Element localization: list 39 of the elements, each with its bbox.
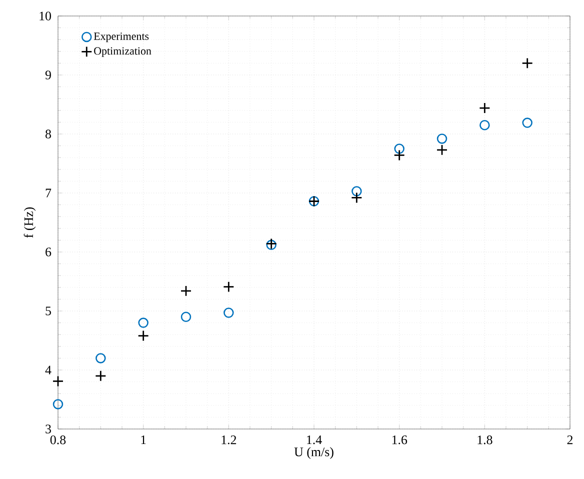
point bbox=[350, 192, 362, 204]
point bbox=[138, 318, 148, 328]
point bbox=[180, 285, 192, 297]
y-tick-label: 6 bbox=[46, 248, 52, 256]
x-tick-label: 2 bbox=[567, 436, 573, 444]
point bbox=[522, 58, 534, 69]
point bbox=[224, 308, 234, 318]
x-tick-label: 1 bbox=[141, 436, 146, 444]
legend-label: Optimization bbox=[94, 47, 152, 57]
y-tick-label: 3 bbox=[46, 424, 51, 434]
point bbox=[522, 118, 532, 128]
y-tick-label: 9 bbox=[45, 70, 51, 80]
x-tick-label: 1.2 bbox=[222, 436, 236, 444]
point bbox=[352, 186, 362, 196]
x-axis-title: U (m/s) bbox=[294, 447, 334, 459]
point bbox=[52, 399, 64, 410]
y-tick-label: 8 bbox=[46, 130, 51, 138]
point bbox=[222, 281, 234, 292]
legend-label: Experiments bbox=[94, 32, 149, 42]
y-axis-title: f (Hz) bbox=[24, 207, 36, 238]
x-tick-label: 1.4 bbox=[307, 436, 322, 444]
x-tick-label: 1.8 bbox=[478, 436, 492, 444]
x-tick-label: 0.8 bbox=[50, 436, 66, 444]
point bbox=[394, 144, 404, 154]
point bbox=[94, 370, 106, 382]
y-tick-label: 7 bbox=[46, 188, 52, 198]
point bbox=[480, 120, 490, 130]
y-tick-label: 5 bbox=[46, 306, 51, 316]
y-tick-label: 10 bbox=[40, 12, 51, 20]
x-tick-label: 1.6 bbox=[392, 436, 408, 444]
point bbox=[138, 330, 150, 342]
point bbox=[180, 312, 192, 322]
point bbox=[96, 353, 106, 364]
y-tick-label: 4 bbox=[45, 366, 52, 374]
point bbox=[436, 134, 448, 144]
point bbox=[394, 150, 406, 161]
point bbox=[52, 376, 64, 387]
point bbox=[436, 144, 448, 156]
point bbox=[478, 102, 490, 114]
